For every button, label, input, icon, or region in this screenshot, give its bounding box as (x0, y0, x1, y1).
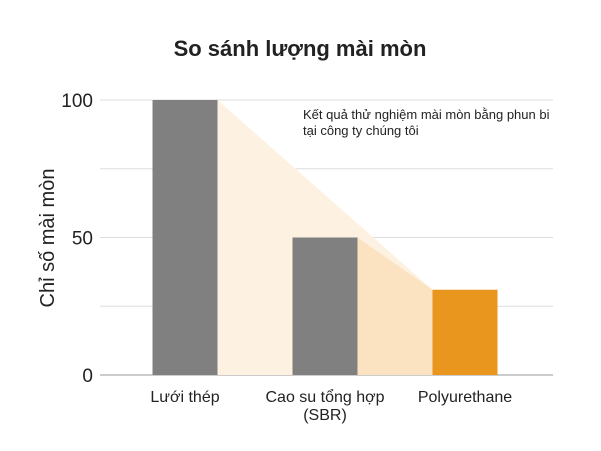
bar-1 (152, 100, 218, 375)
annotation: Kết quả thử nghiệm mài mòn bằng phun bi … (303, 107, 553, 138)
annotation-line-2: tại công ty chúng tôi (303, 123, 419, 138)
x-tick-label: Cao su tổng hợp (265, 388, 384, 406)
bars (152, 100, 498, 375)
bar-3 (432, 289, 498, 375)
x-tick-labels: Lưới thép Cao su tổng hợp(SBR) Polyurethan… (150, 388, 512, 424)
bar-2 (292, 237, 358, 375)
y-tick-labels: 0 50 100 (61, 91, 93, 387)
annotation-line-1: Kết quả thử nghiệm mài mòn bằng phun bi (303, 107, 550, 122)
chart-title: So sánh lượng mài mòn (174, 36, 427, 61)
y-tick-label: 100 (61, 91, 93, 112)
y-tick-label: 0 (82, 366, 93, 387)
x-tick-label: (SBR) (303, 407, 347, 424)
x-tick-label: Polyurethane (418, 389, 512, 406)
trend-area-dark (357, 237, 433, 375)
y-tick-label: 50 (72, 229, 93, 250)
x-tick-label: Lưới thép (150, 389, 219, 406)
y-axis-label: Chỉ số mài mòn (37, 169, 59, 308)
